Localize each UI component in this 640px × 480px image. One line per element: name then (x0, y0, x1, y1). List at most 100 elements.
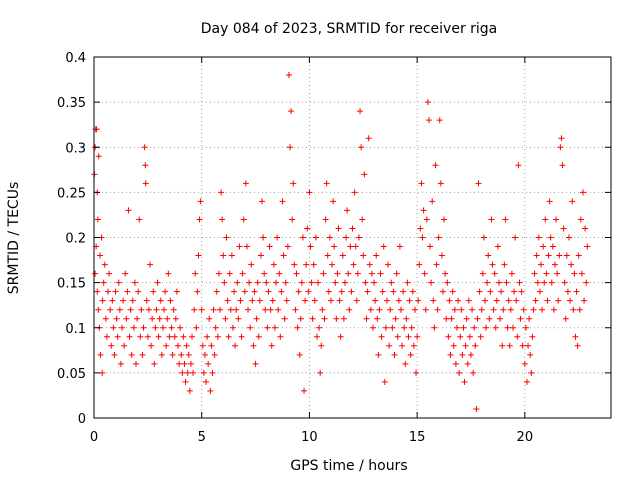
data-point (169, 351, 176, 358)
data-point (318, 342, 325, 349)
data-point (474, 315, 481, 322)
data-point (113, 315, 120, 322)
data-point (378, 333, 385, 340)
data-point (504, 324, 511, 331)
data-point (261, 270, 268, 277)
data-point (568, 261, 575, 268)
data-point (243, 243, 250, 250)
data-point (106, 270, 113, 277)
data-point (219, 216, 226, 223)
data-point (391, 351, 398, 358)
data-point (185, 351, 192, 358)
data-point (452, 360, 459, 367)
data-point (252, 360, 259, 367)
data-point (161, 306, 168, 313)
y-tick-label: 0.2 (65, 232, 86, 247)
data-point (127, 306, 134, 313)
data-point (330, 198, 337, 205)
data-point (470, 369, 477, 376)
data-point (332, 279, 339, 286)
data-point (101, 261, 108, 268)
data-point (218, 189, 225, 196)
data-point (321, 315, 328, 322)
data-point (519, 342, 526, 349)
data-point (381, 378, 388, 385)
data-point (437, 180, 444, 187)
data-point (238, 333, 245, 340)
data-point (456, 369, 463, 376)
data-point (497, 315, 504, 322)
data-point (488, 216, 495, 223)
data-point (344, 207, 351, 214)
data-point (419, 234, 426, 241)
data-point (277, 333, 284, 340)
data-point (229, 324, 236, 331)
data-point (271, 324, 278, 331)
data-points (91, 72, 591, 412)
data-point (234, 279, 241, 286)
data-point (305, 288, 312, 295)
data-point (369, 324, 376, 331)
data-point (368, 270, 375, 277)
data-point (535, 234, 542, 241)
data-point (212, 324, 219, 331)
data-point (222, 315, 229, 322)
data-point (562, 315, 569, 322)
data-point (155, 333, 162, 340)
data-point (502, 216, 509, 223)
data-point (449, 288, 456, 295)
data-point (134, 315, 141, 322)
data-point (498, 288, 505, 295)
data-point (247, 324, 254, 331)
data-point (526, 315, 533, 322)
data-point (508, 270, 515, 277)
data-point (407, 351, 414, 358)
data-point (533, 252, 540, 259)
data-point (373, 252, 380, 259)
data-point (583, 279, 590, 286)
data-point (540, 243, 547, 250)
data-point (501, 261, 508, 268)
axis-ticks (93, 56, 611, 419)
data-point (473, 405, 480, 412)
data-point (447, 351, 454, 358)
data-point (145, 306, 152, 313)
data-point (403, 315, 410, 322)
data-point (362, 279, 369, 286)
data-point (340, 315, 347, 322)
data-point (228, 252, 235, 259)
data-point (297, 315, 304, 322)
data-point (431, 324, 438, 331)
data-point (455, 297, 462, 304)
data-point (366, 261, 373, 268)
data-point (137, 333, 144, 340)
data-point (465, 297, 472, 304)
data-point (506, 342, 513, 349)
data-point (170, 306, 177, 313)
y-tick-label: 0.3 (65, 141, 86, 156)
data-point (514, 333, 521, 340)
data-point (495, 279, 502, 286)
data-point (434, 306, 441, 313)
data-point (270, 261, 277, 268)
data-point (200, 369, 207, 376)
data-point (128, 351, 135, 358)
data-point (469, 306, 476, 313)
data-point (312, 234, 319, 241)
data-point (114, 333, 121, 340)
data-point (151, 360, 158, 367)
data-point (392, 315, 399, 322)
data-point (278, 288, 285, 295)
data-point (549, 243, 556, 250)
data-point (183, 342, 190, 349)
data-point (546, 198, 553, 205)
data-point (189, 333, 196, 340)
data-point (301, 387, 308, 394)
data-point (397, 306, 404, 313)
data-point (448, 315, 455, 322)
data-point (512, 234, 519, 241)
data-point (485, 252, 492, 259)
data-point (489, 261, 496, 268)
data-point (289, 216, 296, 223)
data-point (177, 324, 184, 331)
